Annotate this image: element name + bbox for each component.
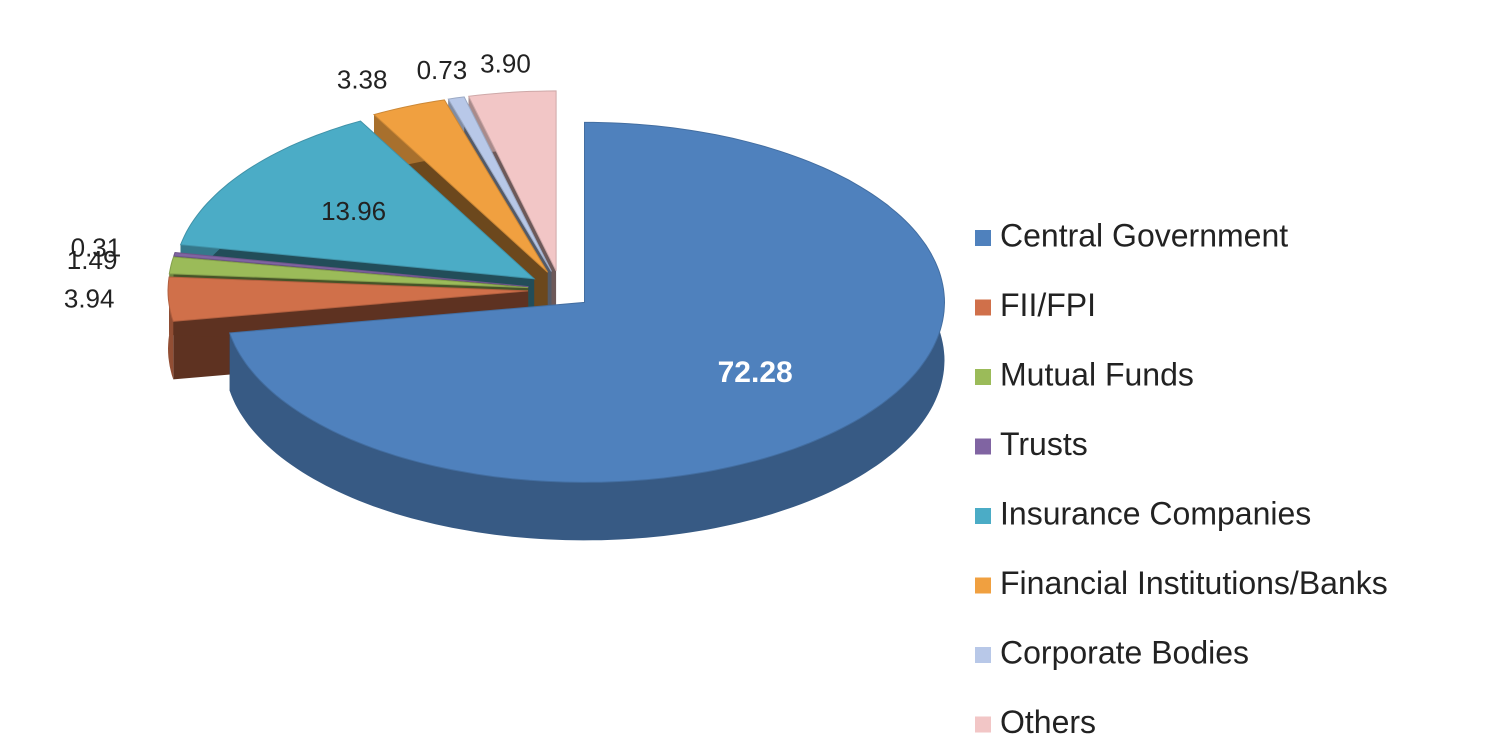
legend-label: Mutual Funds bbox=[1000, 356, 1194, 392]
value-label: 0.31 bbox=[71, 232, 122, 262]
slice-top bbox=[167, 276, 529, 322]
legend-swatch bbox=[975, 647, 991, 663]
value-label: 72.28 bbox=[718, 356, 793, 389]
slice-top bbox=[229, 121, 946, 483]
legend-label: FII/FPI bbox=[1000, 287, 1096, 323]
legend-label: Others bbox=[1000, 704, 1096, 740]
value-label: 3.38 bbox=[337, 64, 388, 94]
slice-top bbox=[179, 120, 536, 280]
slice-top bbox=[372, 99, 549, 273]
value-label: 3.94 bbox=[64, 283, 115, 313]
value-label: 0.73 bbox=[417, 55, 468, 85]
slice bbox=[229, 121, 946, 541]
legend-label: Corporate Bodies bbox=[1000, 634, 1249, 670]
legend-swatch bbox=[975, 716, 991, 733]
legend-swatch bbox=[975, 438, 991, 455]
slice-top bbox=[168, 256, 529, 289]
slice-top bbox=[467, 90, 557, 272]
legend-label: Insurance Companies bbox=[1000, 495, 1311, 531]
legend-swatch bbox=[975, 299, 991, 316]
value-label: 1.49 bbox=[67, 245, 118, 275]
legend-swatch bbox=[975, 508, 991, 524]
legend-swatch bbox=[975, 230, 991, 246]
value-label: 3.90 bbox=[480, 48, 531, 78]
value-label: 13.96 bbox=[321, 196, 386, 226]
legend-label: Central Government bbox=[1000, 217, 1288, 253]
slice-top bbox=[173, 251, 529, 288]
legend-swatch bbox=[975, 369, 991, 385]
legend-label: Trusts bbox=[1000, 426, 1088, 462]
legend-label: Financial Institutions/Banks bbox=[1000, 565, 1388, 601]
slice-top bbox=[447, 96, 552, 272]
slice-side bbox=[168, 277, 174, 380]
legend-swatch bbox=[975, 577, 991, 594]
